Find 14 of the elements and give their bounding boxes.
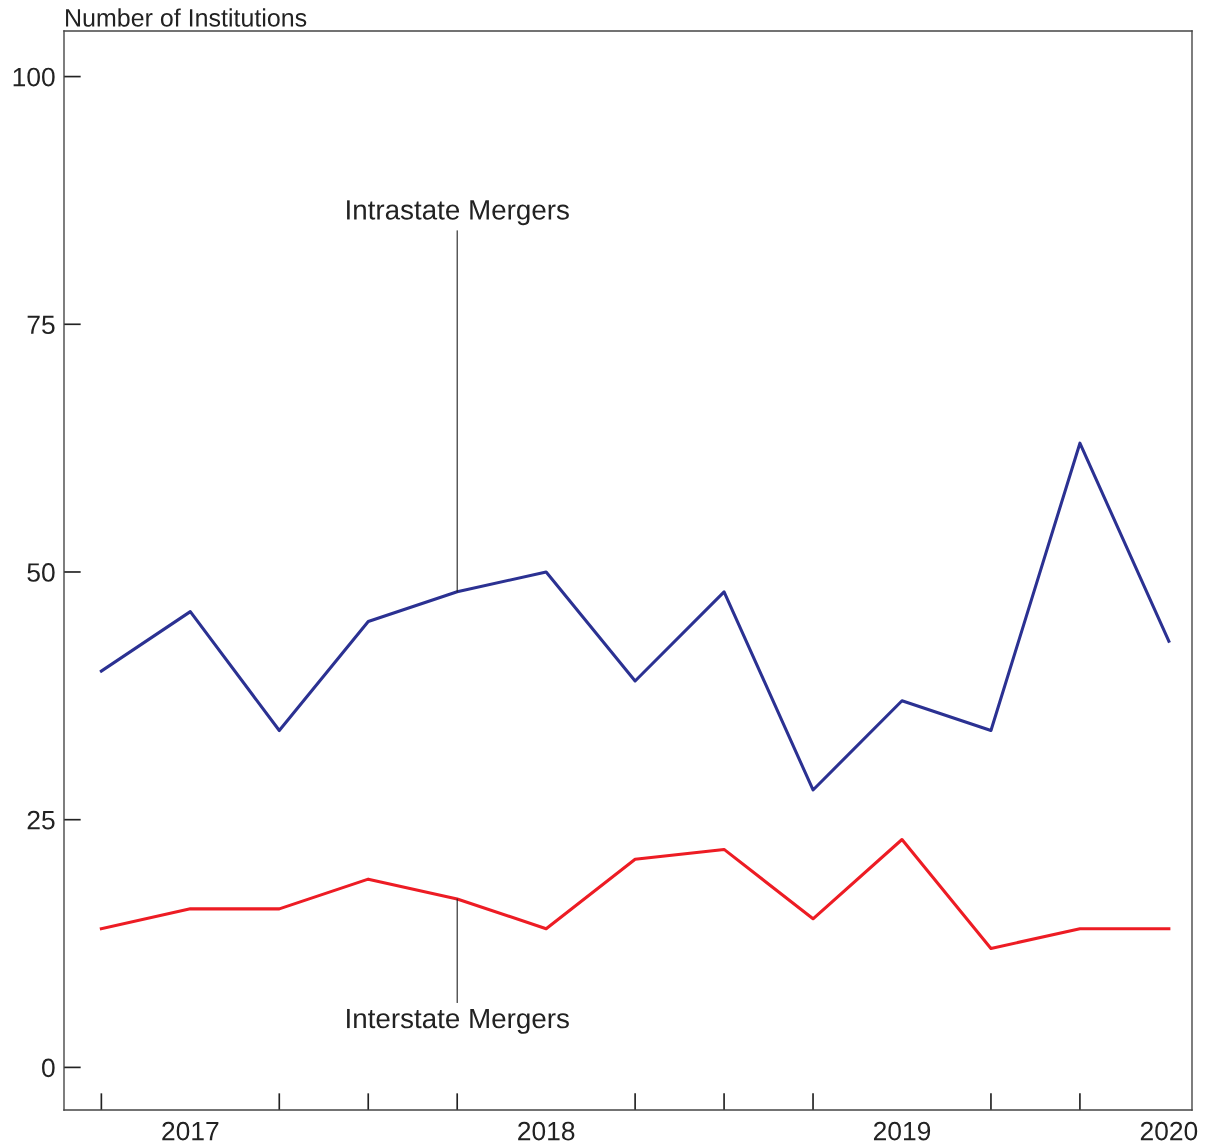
y-tick-label: 0	[42, 1058, 55, 1078]
annotation: Interstate Mergers	[347, 1008, 569, 1034]
x-tick-label: 2019	[873, 1121, 931, 1141]
x-tick-label: 2020	[1140, 1121, 1198, 1141]
y-tick-label: 25	[27, 810, 55, 830]
y-axis-title: Number of Institutions	[66, 8, 307, 27]
line-series	[99, 441, 1171, 792]
y-tick-label: 50	[27, 563, 55, 582]
y-tick-label: 75	[27, 315, 55, 335]
x-tick-label: 2017	[162, 1121, 219, 1141]
annotation: Intrastate Mergers	[347, 200, 569, 226]
line-series	[99, 837, 1171, 951]
x-tick-label: 2018	[518, 1121, 575, 1141]
y-tick-label: 100	[13, 67, 55, 87]
